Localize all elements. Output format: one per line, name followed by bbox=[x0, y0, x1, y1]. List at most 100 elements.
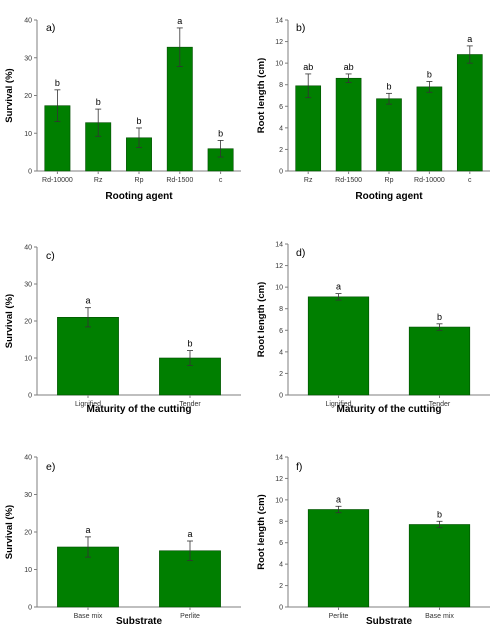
y-tick-label: 6 bbox=[279, 540, 283, 547]
x-tick-label: Rp bbox=[135, 177, 144, 184]
bar bbox=[295, 85, 322, 172]
significance-label: ab bbox=[344, 62, 354, 72]
y-tick-label: 30 bbox=[24, 492, 32, 499]
x-tick-label: Rp bbox=[385, 177, 394, 184]
x-tick-label: Rd-10000 bbox=[414, 177, 445, 184]
x-axis-title: Maturity of the cutting bbox=[337, 404, 442, 415]
y-tick-label: 8 bbox=[279, 519, 283, 526]
y-tick-label: 10 bbox=[24, 567, 32, 574]
x-tick-label: Tender bbox=[179, 401, 201, 408]
significance-label: b bbox=[187, 339, 192, 349]
x-tick-label: Rd-1500 bbox=[335, 177, 362, 184]
y-axis-title: Survival (%) bbox=[4, 294, 15, 348]
x-tick-label: c bbox=[219, 177, 223, 184]
significance-label: b bbox=[136, 116, 141, 126]
bar bbox=[335, 77, 362, 172]
x-axis-title: Rooting agent bbox=[105, 191, 173, 202]
x-tick-label: Lignified bbox=[75, 401, 101, 408]
x-tick-label: Perlite bbox=[329, 613, 349, 620]
y-tick-label: 20 bbox=[24, 530, 32, 537]
y-tick-label: 0 bbox=[279, 169, 283, 176]
significance-label: b bbox=[96, 97, 101, 107]
significance-label: ab bbox=[303, 62, 313, 72]
y-tick-label: 20 bbox=[24, 93, 32, 100]
significance-label: b bbox=[437, 509, 442, 519]
y-tick-label: 14 bbox=[275, 242, 283, 249]
x-tick-label: Base mix bbox=[425, 613, 454, 620]
x-axis-title: Substrate bbox=[366, 616, 413, 627]
y-axis-title: Survival (%) bbox=[4, 68, 15, 122]
panel-label: d) bbox=[296, 247, 305, 259]
x-tick-label: Rz bbox=[94, 177, 103, 184]
y-tick-label: 40 bbox=[24, 245, 32, 252]
y-tick-label: 10 bbox=[275, 61, 283, 68]
bar bbox=[376, 98, 402, 172]
significance-label: a bbox=[336, 494, 341, 504]
chart-panel: 0 2 4 6 8 10 12 14 a Perlite b Base mix Root length … bbox=[256, 455, 490, 627]
panel-label: b) bbox=[296, 22, 305, 34]
y-tick-label: 4 bbox=[279, 125, 283, 132]
x-tick-label: Perlite bbox=[180, 613, 200, 620]
panel-label: f) bbox=[296, 461, 302, 473]
significance-label: a bbox=[187, 529, 192, 539]
y-tick-label: 14 bbox=[275, 455, 283, 462]
panel-label: c) bbox=[46, 250, 55, 262]
y-tick-label: 30 bbox=[24, 55, 32, 62]
x-axis-title: Substrate bbox=[116, 616, 163, 627]
significance-label: a bbox=[85, 296, 90, 306]
y-tick-label: 40 bbox=[24, 455, 32, 462]
y-tick-label: 4 bbox=[279, 562, 283, 569]
bar bbox=[166, 46, 193, 172]
y-tick-label: 12 bbox=[275, 263, 283, 270]
y-tick-label: 4 bbox=[279, 349, 283, 356]
x-tick-label: Rd-10000 bbox=[42, 177, 73, 184]
y-tick-label: 2 bbox=[279, 583, 283, 590]
y-tick-label: 0 bbox=[279, 605, 283, 612]
significance-label: b bbox=[55, 78, 60, 88]
panel-label: a) bbox=[46, 22, 55, 34]
significance-label: a bbox=[467, 34, 472, 44]
x-tick-label: c bbox=[468, 177, 472, 184]
y-tick-label: 10 bbox=[24, 131, 32, 138]
y-tick-label: 2 bbox=[279, 371, 283, 378]
y-tick-label: 40 bbox=[24, 18, 32, 25]
chart-panel: 0 10 20 30 40 a Lignified b Tender Survival (%) Ma… bbox=[4, 245, 241, 415]
significance-label: b bbox=[218, 128, 223, 138]
significance-label: a bbox=[85, 525, 90, 535]
y-axis-title: Root length (cm) bbox=[256, 494, 267, 569]
bar bbox=[307, 509, 370, 608]
bar bbox=[416, 86, 443, 172]
y-axis-title: Root length (cm) bbox=[256, 282, 267, 357]
y-tick-label: 2 bbox=[279, 147, 283, 154]
y-tick-label: 12 bbox=[275, 476, 283, 483]
bar bbox=[408, 524, 471, 608]
chart-panels: 010203040bRd-10000bRzbRpaRd-1500bcSurviv… bbox=[4, 16, 490, 627]
y-tick-label: 20 bbox=[24, 319, 32, 326]
significance-label: b bbox=[437, 312, 442, 322]
y-tick-label: 10 bbox=[24, 356, 32, 363]
y-tick-label: 30 bbox=[24, 282, 32, 289]
bar bbox=[307, 296, 370, 396]
chart-panel: 0 2 4 6 8 10 12 14 a Lignified b Tender Root length … bbox=[256, 242, 490, 415]
bar bbox=[456, 54, 483, 172]
x-axis-title: Maturity of the cutting bbox=[87, 404, 192, 415]
y-tick-label: 6 bbox=[279, 104, 283, 111]
x-tick-label: Lignified bbox=[325, 401, 351, 408]
y-axis-title: Root length (cm) bbox=[256, 58, 267, 133]
y-tick-label: 8 bbox=[279, 82, 283, 89]
y-tick-label: 8 bbox=[279, 306, 283, 313]
significance-label: a bbox=[177, 16, 182, 26]
significance-label: b bbox=[427, 69, 432, 79]
y-tick-label: 0 bbox=[28, 393, 32, 400]
y-tick-label: 6 bbox=[279, 328, 283, 335]
y-tick-label: 14 bbox=[275, 18, 283, 25]
x-tick-label: Tender bbox=[429, 401, 451, 408]
x-axis-title: Rooting agent bbox=[355, 191, 423, 202]
y-tick-label: 10 bbox=[275, 497, 283, 504]
y-tick-label: 0 bbox=[28, 169, 32, 176]
x-tick-label: Base mix bbox=[74, 613, 103, 620]
y-tick-label: 12 bbox=[275, 39, 283, 46]
significance-label: a bbox=[336, 282, 341, 292]
panel-label: e) bbox=[46, 461, 55, 473]
y-tick-label: 10 bbox=[275, 285, 283, 292]
